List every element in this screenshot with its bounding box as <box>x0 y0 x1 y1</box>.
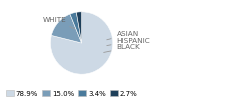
Wedge shape <box>51 14 82 43</box>
Text: ASIAN: ASIAN <box>107 31 139 40</box>
Text: HISPANIC: HISPANIC <box>107 38 150 46</box>
Text: BLACK: BLACK <box>104 44 140 52</box>
Text: WHITE: WHITE <box>43 17 74 29</box>
Legend: 78.9%, 15.0%, 3.4%, 2.7%: 78.9%, 15.0%, 3.4%, 2.7% <box>6 90 137 96</box>
Wedge shape <box>70 12 82 43</box>
Wedge shape <box>50 12 113 74</box>
Wedge shape <box>76 12 82 43</box>
